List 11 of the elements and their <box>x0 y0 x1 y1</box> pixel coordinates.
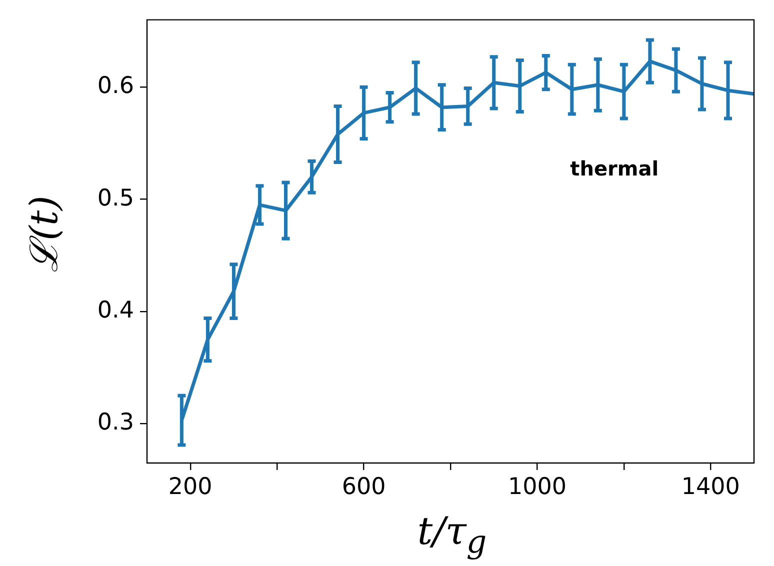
y-tick-label: 0.3 <box>97 410 134 436</box>
x-tick-label: 200 <box>168 474 212 500</box>
y-axis-title: ℒ(t) <box>21 196 67 272</box>
y-tick-label: 0.5 <box>97 185 134 212</box>
x-tick-label: 1400 <box>681 474 740 500</box>
x-tick-label: 1000 <box>508 474 566 500</box>
y-tick-label: 0.6 <box>97 73 134 100</box>
x-axis-title: t/τ$_{g}$ <box>416 508 488 563</box>
y-tick-label: 0.4 <box>97 297 134 324</box>
annotation: thermal <box>570 156 659 181</box>
x-tick-label: 600 <box>342 474 386 500</box>
